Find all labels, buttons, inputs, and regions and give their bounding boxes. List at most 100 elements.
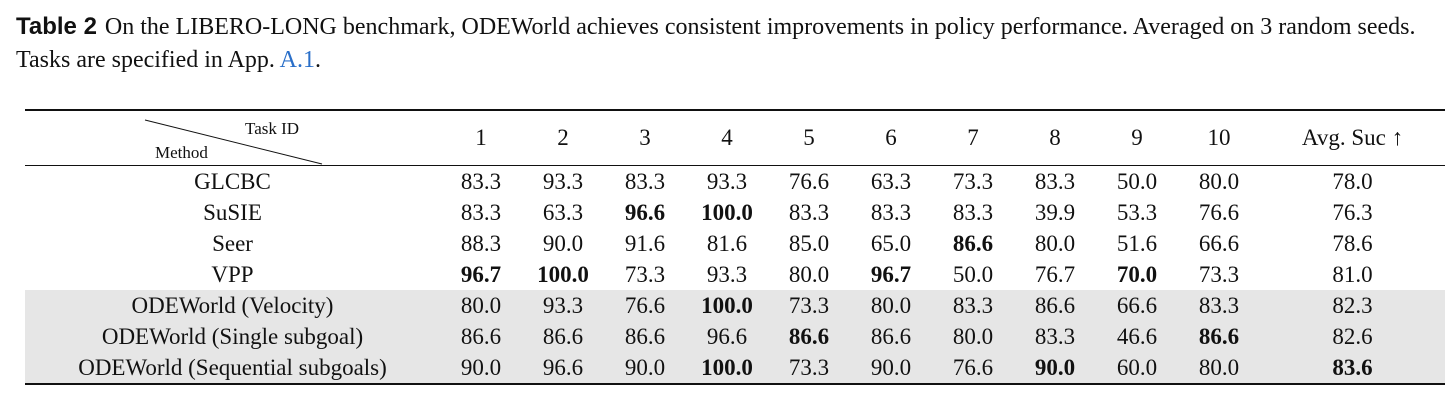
value-cell: 76.7 (1034, 262, 1076, 287)
value-cell: 100.0 (701, 200, 753, 225)
column-header: 8 (1049, 125, 1061, 150)
value-cell: 73.3 (1198, 262, 1240, 287)
value-cell: 90.0 (542, 231, 584, 256)
value-cell: 63.3 (870, 169, 912, 194)
value-cell: 83.3 (460, 200, 502, 225)
column-header: 2 (557, 125, 569, 150)
value-cell: 86.6 (522, 321, 604, 352)
value-cell: 70.0 (1116, 262, 1158, 287)
value-cell: 90.0 (1014, 352, 1096, 384)
value-cell: 96.6 (522, 352, 604, 384)
value-cell: 76.3 (1332, 200, 1373, 225)
table-row: GLCBC 83.3 93.3 83.3 93.3 76.6 63.3 73.3 83.3 50.… (25, 166, 1445, 198)
value-cell: 66.6 (1198, 231, 1240, 256)
value-cell: 63.3 (542, 200, 584, 225)
value-cell: 81.6 (706, 231, 748, 256)
method-cell: ODEWorld (Single subgoal) (25, 321, 440, 352)
value-cell: 66.6 (1096, 290, 1178, 321)
value-cell: 86.6 (1178, 321, 1260, 352)
value-cell: 82.6 (1260, 321, 1445, 352)
value-cell: 80.0 (1034, 231, 1076, 256)
value-cell: 83.3 (1014, 321, 1096, 352)
value-cell: 93.3 (542, 169, 584, 194)
value-cell: 83.3 (624, 169, 666, 194)
caption-text: On the LIBERO-LONG benchmark, ODEWorld a… (16, 14, 1416, 73)
value-cell: 80.0 (932, 321, 1014, 352)
value-cell: 60.0 (1096, 352, 1178, 384)
value-cell: 73.3 (768, 352, 850, 384)
value-cell: 78.6 (1332, 231, 1373, 256)
column-header: Avg. Suc ↑ (1301, 125, 1404, 150)
value-cell: 86.6 (850, 321, 932, 352)
value-cell: 90.0 (604, 352, 686, 384)
header-row: Task ID Method 1 2 3 4 5 6 7 8 9 10 Avg. Suc ↑ (25, 110, 1445, 166)
value-cell: 73.3 (952, 169, 994, 194)
value-cell: 46.6 (1096, 321, 1178, 352)
value-cell: 83.3 (1034, 169, 1076, 194)
value-cell: 82.3 (1260, 290, 1445, 321)
value-cell: 100.0 (537, 262, 589, 287)
method-cell: Seer (212, 231, 253, 256)
value-cell: 83.3 (460, 169, 502, 194)
value-cell: 83.3 (952, 200, 994, 225)
table-row: VPP 96.7 100.0 73.3 93.3 80.0 96.7 50.0 76.7 70.0… (25, 259, 1445, 290)
appendix-link[interactable]: A.1 (279, 47, 315, 73)
corner-top: Task ID (245, 119, 300, 138)
table-row: SuSIE 83.3 63.3 96.6 100.0 83.3 83.3 83.3 39.9 53… (25, 197, 1445, 228)
value-cell: 80.0 (440, 290, 522, 321)
table-body: GLCBC 83.3 93.3 83.3 93.3 76.6 63.3 73.3 83.3 50.… (25, 166, 1445, 384)
value-cell: 86.6 (952, 231, 994, 256)
value-cell: 86.6 (1014, 290, 1096, 321)
value-cell: 91.6 (624, 231, 666, 256)
value-cell: 80.0 (850, 290, 932, 321)
caption: Table 2 On the LIBERO-LONG benchmark, ODE… (16, 10, 1441, 77)
value-cell: 80.0 (1178, 352, 1260, 384)
value-cell: 51.6 (1116, 231, 1158, 256)
value-cell: 53.3 (1116, 200, 1158, 225)
value-cell: 83.3 (932, 290, 1014, 321)
value-cell: 65.0 (870, 231, 912, 256)
caption-label: Table 2 (16, 13, 97, 40)
value-cell: 93.3 (706, 262, 748, 287)
value-cell: 83.3 (1178, 290, 1260, 321)
value-cell: 93.3 (706, 169, 748, 194)
method-cell: GLCBC (194, 169, 271, 194)
table-row: ODEWorld (Single subgoal) 86.6 86.6 86.6 96.… (25, 321, 1445, 352)
value-cell: 100.0 (686, 290, 768, 321)
value-cell: 90.0 (440, 352, 522, 384)
table-row: ODEWorld (Velocity) 80.0 93.3 76.6 100.0 73.3… (25, 290, 1445, 321)
value-cell: 86.6 (768, 321, 850, 352)
value-cell: 39.9 (1034, 200, 1076, 225)
column-header: 5 (803, 125, 815, 150)
column-header: 9 (1131, 125, 1143, 150)
column-header: 4 (721, 125, 733, 150)
value-cell: 85.0 (788, 231, 830, 256)
value-cell: 83.3 (870, 200, 912, 225)
value-cell: 96.7 (460, 262, 502, 287)
value-cell: 93.3 (522, 290, 604, 321)
results-table: Task ID Method 1 2 3 4 5 6 7 8 9 10 Avg. Suc ↑ GLC… (25, 109, 1445, 385)
column-header: 3 (639, 125, 651, 150)
value-cell: 76.6 (932, 352, 1014, 384)
method-cell: ODEWorld (Velocity) (25, 290, 440, 321)
column-header: 10 (1207, 125, 1231, 150)
value-cell: 96.7 (870, 262, 912, 287)
column-header: 1 (475, 125, 487, 150)
column-header: 7 (967, 125, 979, 150)
value-cell: 86.6 (604, 321, 686, 352)
value-cell: 73.3 (768, 290, 850, 321)
value-cell: 81.0 (1332, 262, 1373, 287)
value-cell: 96.6 (686, 321, 768, 352)
value-cell: 83.3 (788, 200, 830, 225)
value-cell: 83.6 (1260, 352, 1445, 384)
value-cell: 50.0 (952, 262, 994, 287)
column-header: 6 (885, 125, 897, 150)
value-cell: 100.0 (686, 352, 768, 384)
value-cell: 73.3 (624, 262, 666, 287)
value-cell: 86.6 (440, 321, 522, 352)
value-cell: 76.6 (604, 290, 686, 321)
value-cell: 90.0 (850, 352, 932, 384)
value-cell: 78.0 (1332, 169, 1373, 194)
corner-cell: Task ID Method (25, 110, 440, 166)
